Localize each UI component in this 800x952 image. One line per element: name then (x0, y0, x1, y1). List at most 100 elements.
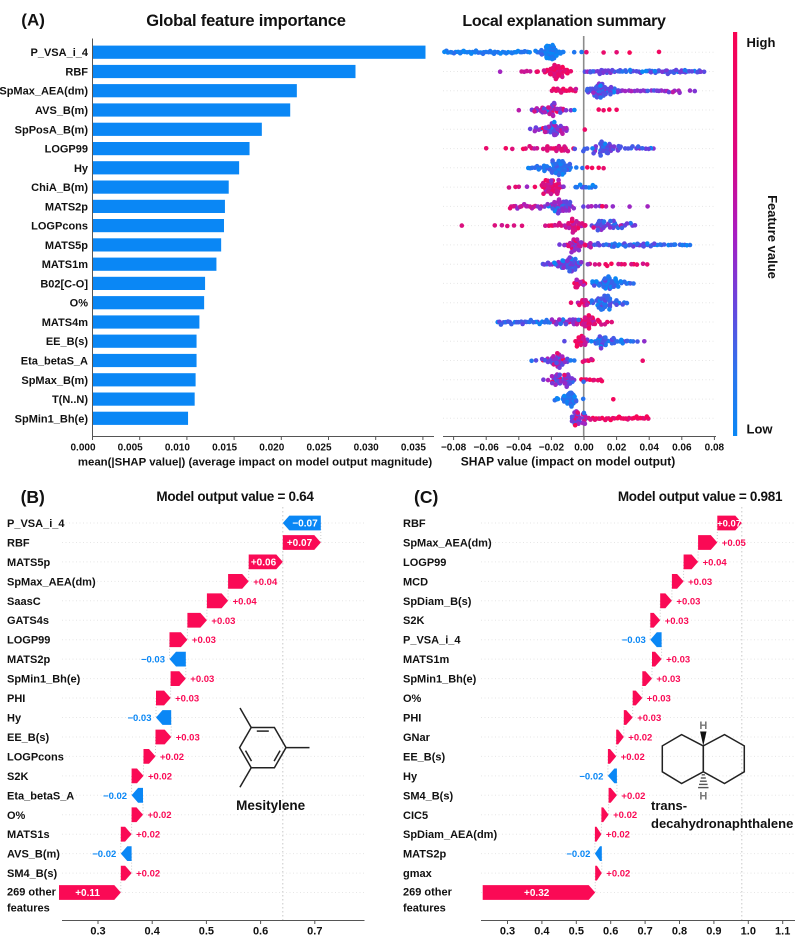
svg-text:Feature value: Feature value (765, 195, 780, 279)
svg-text:269 other: 269 other (403, 887, 453, 899)
svg-text:CIC5: CIC5 (403, 810, 428, 822)
svg-text:−0.02: −0.02 (92, 849, 116, 860)
svg-text:Eta_betaS_A: Eta_betaS_A (21, 356, 88, 368)
svg-text:+0.03: +0.03 (637, 713, 661, 724)
svg-text:Hy: Hy (7, 713, 22, 725)
svg-text:PHI: PHI (7, 693, 25, 705)
svg-text:+0.03: +0.03 (190, 674, 214, 685)
svg-text:Global feature importance: Global feature importance (146, 12, 345, 30)
svg-text:Model output value = 0.981: Model output value = 0.981 (618, 489, 783, 504)
svg-text:features: features (403, 903, 446, 915)
svg-text:GATS4s: GATS4s (7, 615, 49, 627)
svg-text:B02[C-O]: B02[C-O] (40, 278, 88, 290)
svg-text:SpMax_B(m): SpMax_B(m) (21, 375, 88, 387)
svg-text:SpMax_AEA(dm): SpMax_AEA(dm) (0, 86, 88, 98)
svg-text:+0.02: +0.02 (621, 752, 645, 763)
svg-text:0.08: 0.08 (705, 443, 725, 454)
svg-text:+0.32: +0.32 (524, 888, 550, 899)
svg-text:Hy: Hy (403, 771, 418, 783)
svg-text:−0.06: −0.06 (474, 443, 500, 454)
svg-text:SpMax_AEA(dm): SpMax_AEA(dm) (7, 576, 96, 588)
svg-text:1.1: 1.1 (775, 926, 790, 938)
svg-text:(C): (C) (414, 487, 438, 507)
svg-text:Mesitylene: Mesitylene (236, 798, 306, 813)
svg-text:SpMin1_Bh(e): SpMin1_Bh(e) (15, 413, 89, 425)
svg-text:−0.08: −0.08 (441, 443, 467, 454)
svg-text:T(N..N): T(N..N) (52, 394, 88, 406)
svg-text:+0.02: +0.02 (613, 810, 637, 821)
svg-text:MATS1m: MATS1m (42, 259, 88, 271)
svg-text:ChiA_B(m): ChiA_B(m) (31, 182, 88, 194)
svg-text:−0.02: −0.02 (579, 771, 603, 782)
svg-text:(B): (B) (21, 487, 45, 507)
svg-text:RBF: RBF (403, 518, 426, 530)
svg-text:Model output value = 0.64: Model output value = 0.64 (156, 489, 314, 504)
svg-text:SM4_B(s): SM4_B(s) (403, 790, 453, 802)
svg-text:0.02: 0.02 (607, 443, 627, 454)
svg-text:trans-: trans- (651, 798, 687, 813)
svg-text:+0.03: +0.03 (211, 616, 235, 627)
svg-text:+0.02: +0.02 (628, 733, 652, 744)
svg-text:decahydronaphthalene: decahydronaphthalene (651, 816, 793, 831)
svg-text:Local explanation summary: Local explanation summary (462, 13, 666, 30)
svg-text:EE_B(s): EE_B(s) (403, 751, 446, 763)
svg-text:P_VSA_i_4: P_VSA_i_4 (7, 518, 65, 530)
svg-text:+0.04: +0.04 (703, 557, 728, 568)
svg-text:High: High (747, 35, 776, 50)
svg-text:−0.02: −0.02 (566, 849, 590, 860)
svg-text:H: H (699, 720, 707, 732)
svg-text:H: H (699, 791, 707, 803)
svg-text:+0.06: +0.06 (251, 557, 277, 568)
svg-text:gmax: gmax (403, 868, 433, 880)
svg-text:AVS_B(m): AVS_B(m) (7, 849, 60, 861)
svg-text:0.035: 0.035 (401, 443, 426, 454)
svg-text:0.00: 0.00 (574, 443, 594, 454)
svg-text:0.04: 0.04 (639, 443, 659, 454)
svg-text:+0.03: +0.03 (657, 674, 681, 685)
svg-text:0.030: 0.030 (354, 443, 379, 454)
svg-text:−0.03: −0.03 (141, 655, 165, 666)
svg-text:MATS1m: MATS1m (403, 654, 449, 666)
svg-text:LOGPcons: LOGPcons (31, 221, 88, 233)
svg-text:SM4_B(s): SM4_B(s) (7, 868, 57, 880)
svg-text:+0.02: +0.02 (606, 869, 630, 880)
svg-text:+0.02: +0.02 (136, 830, 160, 841)
svg-text:+0.02: +0.02 (136, 869, 160, 880)
svg-text:MATS5p: MATS5p (7, 557, 50, 569)
svg-text:+0.03: +0.03 (665, 616, 689, 627)
svg-text:0.005: 0.005 (118, 443, 143, 454)
svg-text:0.3: 0.3 (90, 926, 105, 938)
svg-text:−0.04: −0.04 (506, 443, 532, 454)
svg-text:MATS2p: MATS2p (7, 654, 50, 666)
svg-text:MCD: MCD (403, 576, 428, 588)
svg-text:0.7: 0.7 (307, 926, 322, 938)
svg-text:0.4: 0.4 (145, 926, 161, 938)
svg-text:+0.02: +0.02 (148, 771, 172, 782)
svg-text:+0.03: +0.03 (647, 694, 671, 705)
svg-text:MATS4m: MATS4m (42, 317, 88, 329)
svg-text:+0.02: +0.02 (606, 830, 630, 841)
svg-text:MATS5p: MATS5p (45, 240, 88, 252)
svg-text:0.015: 0.015 (212, 443, 237, 454)
svg-text:0.06: 0.06 (672, 443, 692, 454)
svg-text:MATS2p: MATS2p (45, 201, 88, 213)
svg-text:AVS_B(m): AVS_B(m) (35, 105, 88, 117)
svg-text:+0.05: +0.05 (722, 538, 747, 549)
svg-text:0.020: 0.020 (259, 443, 284, 454)
svg-text:SHAP value (impact on model ou: SHAP value (impact on model output) (461, 455, 675, 469)
svg-text:SpPosA_B(m): SpPosA_B(m) (15, 124, 89, 136)
svg-text:+0.02: +0.02 (621, 791, 645, 802)
svg-text:(A): (A) (21, 11, 45, 30)
svg-text:+0.03: +0.03 (676, 596, 700, 607)
svg-text:GNar: GNar (403, 732, 431, 744)
svg-text:269 other: 269 other (7, 887, 57, 899)
svg-text:mean(|SHAP value|) (average im: mean(|SHAP value|) (average impact on mo… (78, 457, 432, 469)
svg-text:0.5: 0.5 (569, 926, 584, 938)
svg-text:0.4: 0.4 (534, 926, 550, 938)
svg-text:+0.02: +0.02 (148, 810, 172, 821)
svg-text:0.3: 0.3 (500, 926, 515, 938)
svg-text:0.010: 0.010 (165, 443, 190, 454)
svg-text:features: features (7, 903, 50, 915)
svg-text:SpMin1_Bh(e): SpMin1_Bh(e) (403, 674, 477, 686)
svg-text:LOGP99: LOGP99 (45, 144, 88, 156)
